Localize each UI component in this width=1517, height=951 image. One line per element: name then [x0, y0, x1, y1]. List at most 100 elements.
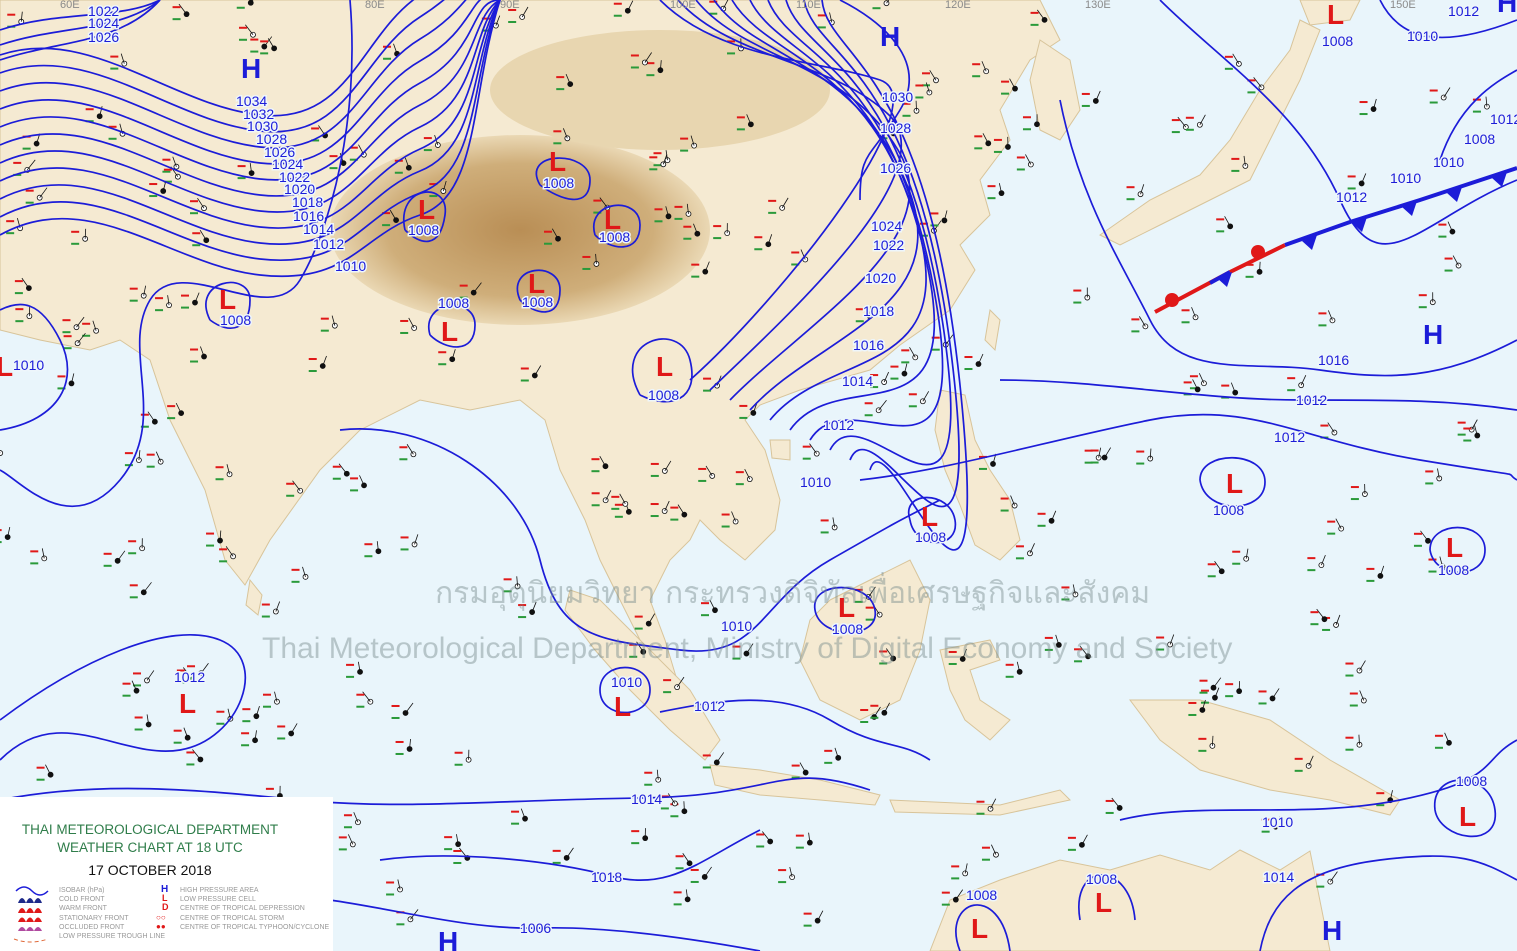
- isobar-label: 1008: [648, 387, 679, 403]
- isobar-label: 1012: [1274, 429, 1305, 445]
- isobar-label: 1018: [292, 194, 323, 210]
- station-plot: [987, 183, 1005, 200]
- isobar-line: [631, 338, 693, 403]
- isobar-line: [1159, 0, 1517, 245]
- isobar-label: 1010: [800, 474, 831, 490]
- station-plot: [172, 3, 190, 21]
- station-plot: [1258, 688, 1280, 705]
- isobar-label: 1010: [611, 674, 642, 690]
- legend-cold-front: COLD FRONT: [59, 896, 105, 903]
- station-plot: [1105, 797, 1123, 814]
- station-plot: [1287, 375, 1307, 392]
- station-plot: [591, 455, 609, 473]
- legend-warm-front: WARM FRONT: [59, 905, 107, 912]
- station-plot: [186, 749, 204, 766]
- station-plot: [901, 347, 919, 364]
- station-plot: [429, 180, 447, 198]
- legend-storm-icon: ○○: [156, 913, 166, 922]
- station-plot: [122, 680, 140, 697]
- legend-typhoon-icon: ●●: [156, 922, 166, 931]
- low-pressure-center: L: [656, 351, 673, 382]
- isobar-label: 1020: [284, 181, 315, 197]
- low-pressure-center: L: [528, 268, 545, 299]
- station-plot: [187, 663, 209, 680]
- isobar-line: [1059, 99, 1517, 377]
- station-plot: [1434, 732, 1452, 749]
- isobar-label: 1012: [1490, 111, 1517, 127]
- isobar-line: [677, 0, 903, 391]
- station-plot: [260, 38, 278, 55]
- station-plot: [400, 317, 418, 334]
- station-plot: [236, 0, 254, 9]
- isobar-line: [1439, 69, 1517, 161]
- isobar-label: 1026: [264, 144, 295, 160]
- isobar-line: [0, 633, 247, 761]
- isobar-label: 1010: [1390, 170, 1421, 186]
- station-plot: [36, 764, 54, 781]
- isobar-line: [1199, 456, 1266, 507]
- isobar-line: [0, 777, 871, 806]
- station-plots: [0, 0, 1490, 927]
- station-plot: [948, 648, 967, 665]
- station-plot: [1318, 310, 1336, 327]
- station-plot: [438, 349, 456, 366]
- station-plot: [1185, 114, 1206, 131]
- isobar-label: 1012: [1336, 189, 1367, 205]
- station-plot: [1044, 634, 1062, 651]
- low-pressure-center: L: [604, 204, 621, 235]
- station-plot: [1037, 510, 1057, 527]
- station-plot: [981, 844, 999, 861]
- lon-label: 110E: [796, 0, 821, 11]
- isobar-label: 1010: [1433, 154, 1464, 170]
- isobar-label: 1018: [591, 869, 622, 885]
- isobar-label: 1008: [220, 312, 251, 328]
- station-plot: [1463, 425, 1481, 442]
- isobar-line: [1379, 0, 1517, 39]
- station-plot: [870, 702, 890, 719]
- station-plot: [356, 691, 374, 708]
- station-plot: [1225, 681, 1243, 698]
- isobar-label: 1030: [882, 89, 913, 105]
- isobar-label: 1014: [631, 791, 662, 807]
- station-plot: [1016, 154, 1034, 171]
- isobar-label: 1030: [247, 118, 278, 134]
- station-plot: [673, 889, 691, 906]
- station-plot: [1429, 87, 1451, 104]
- station-plot: [1350, 484, 1368, 501]
- isobar-line: [205, 281, 251, 329]
- borneo: [799, 559, 931, 721]
- station-plot: [1005, 661, 1023, 678]
- high-pressure-center: H: [1423, 319, 1443, 350]
- isobar-label: 1012: [823, 417, 854, 433]
- station-plot: [864, 399, 887, 417]
- station-plot: [976, 798, 997, 815]
- station-plot: [654, 206, 672, 223]
- station-plot: [1126, 184, 1145, 201]
- station-plot: [732, 643, 754, 660]
- station-plot: [277, 723, 298, 740]
- station-plot: [110, 53, 128, 70]
- station-plot: [180, 292, 200, 309]
- station-plot: [972, 61, 990, 78]
- station-plot: [791, 762, 809, 779]
- station-plot: [922, 70, 939, 87]
- station-plot: [25, 187, 48, 204]
- station-plot: [698, 465, 716, 482]
- station-plot: [1181, 307, 1199, 324]
- station-plot: [1061, 584, 1079, 601]
- station-plot: [291, 566, 309, 583]
- station-plot: [756, 831, 774, 848]
- station-plot: [399, 444, 417, 461]
- station-plot: [629, 641, 647, 658]
- isobar-line: [814, 586, 876, 634]
- station-plot: [683, 223, 701, 240]
- station-plot: [261, 601, 281, 618]
- station-plot: [71, 228, 89, 245]
- station-plot: [700, 599, 718, 617]
- station-plot: [824, 747, 842, 764]
- station-plot: [219, 546, 237, 563]
- landmasses: [0, 0, 1401, 951]
- station-plot: [1349, 690, 1367, 707]
- station-plot: [511, 808, 528, 825]
